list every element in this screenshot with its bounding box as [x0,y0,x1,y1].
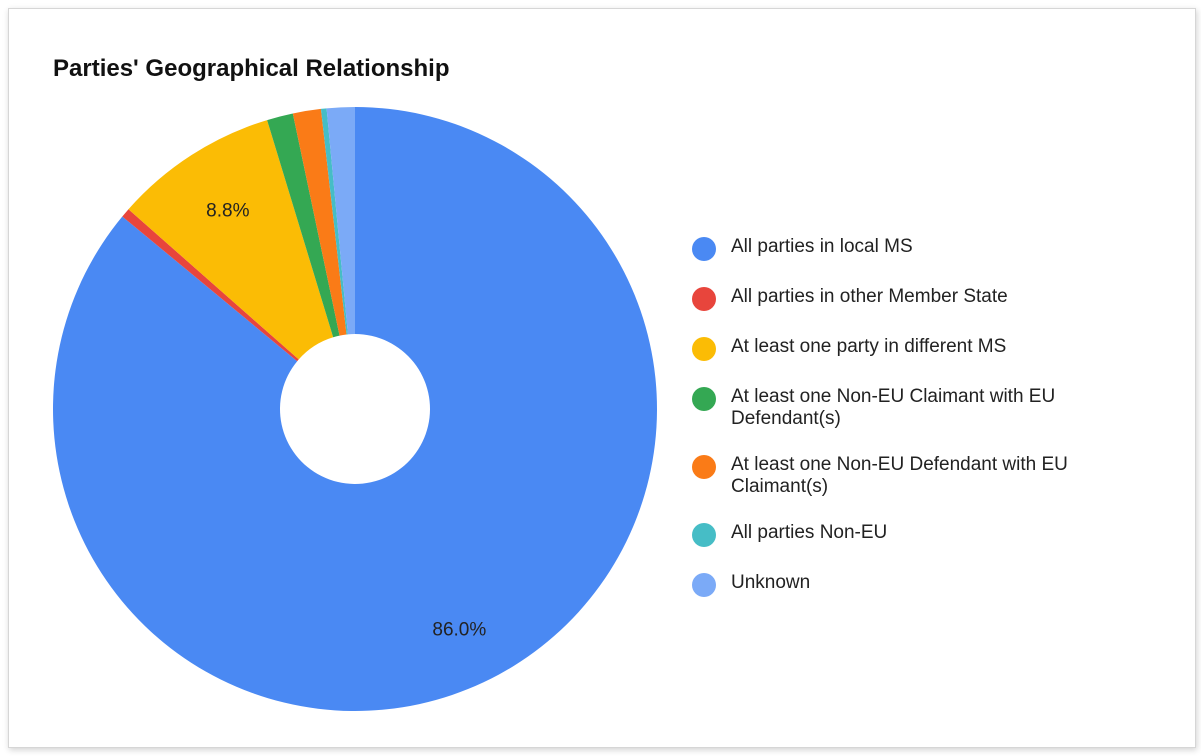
legend-swatch [692,287,716,311]
pie-slice [122,209,299,362]
legend-label: At least one Non-EU Claimant with EU Def… [731,386,1056,429]
pie-slice [267,113,340,338]
legend-label: All parties in local MS [731,236,913,257]
legend-item: At least one party in different MS [688,336,1168,361]
legend: All parties in local MS All parties in o… [688,236,1168,622]
chart-title: Parties' Geographical Relationship [53,55,450,82]
legend-swatch [692,523,716,547]
legend-swatch [692,573,716,597]
legend-item: At least one Non-EU Claimant with EU Def… [688,386,1168,430]
legend-label: All parties Non-EU [731,522,888,543]
slice-data-label: 8.8% [206,200,249,221]
pie-slice [128,120,334,360]
pie-slice [326,107,355,335]
legend-label: At least one party in different MS [731,336,1007,357]
legend-label: At least one Non-EU Defendant with EU Cl… [731,454,1068,497]
legend-label: Unknown [731,572,811,593]
pie-chart: 86.0% 8.8% [52,107,658,711]
pie-slice [52,107,658,711]
legend-swatch [692,455,716,479]
pie-slice [320,108,348,335]
legend-swatch [692,387,716,411]
legend-item: All parties Non-EU [688,522,1168,547]
legend-item: All parties in other Member State [688,286,1168,311]
pie-slice [292,108,347,336]
legend-swatch [692,337,716,361]
legend-item: Unknown [688,572,1168,597]
legend-label: All parties in other Member State [731,286,1008,307]
legend-item: At least one Non-EU Defendant with EU Cl… [688,454,1168,498]
slice-data-label: 86.0% [432,620,486,641]
legend-item: All parties in local MS [688,236,1168,261]
legend-swatch [692,237,716,261]
